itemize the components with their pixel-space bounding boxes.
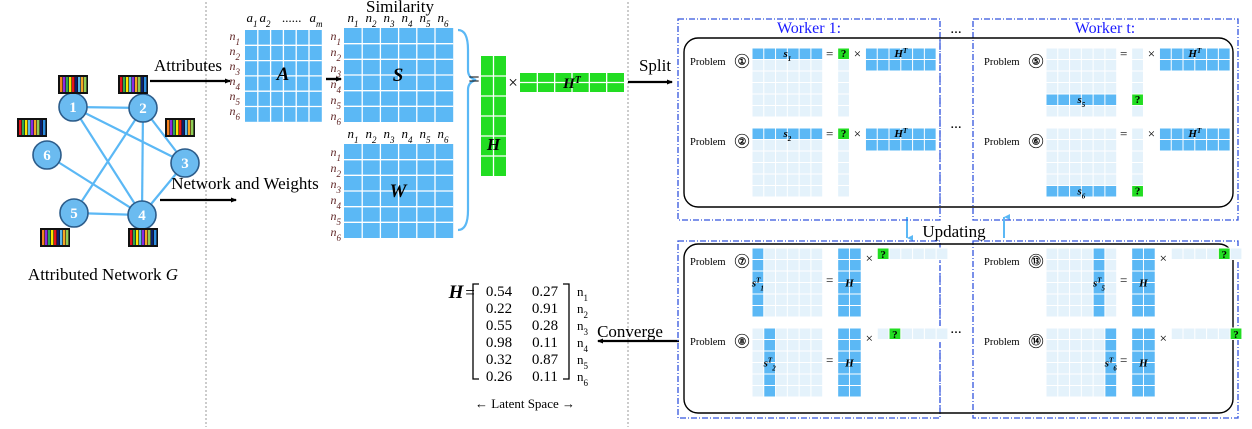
svg-text:0.22: 0.22: [486, 301, 512, 317]
svg-text:0.11: 0.11: [532, 369, 558, 385]
svg-text:Problem: Problem: [690, 137, 726, 148]
svg-text:......: ......: [282, 10, 302, 25]
svg-text:a2: a2: [260, 10, 272, 29]
svg-text:=: =: [826, 46, 833, 61]
svg-text:⑥: ⑥: [1032, 136, 1041, 147]
svg-text:×: ×: [866, 251, 873, 266]
svg-text:H: H: [844, 358, 854, 370]
svg-text:Problem: Problem: [984, 257, 1020, 268]
svg-text:0.26: 0.26: [486, 369, 513, 385]
svg-text:?: ?: [892, 329, 898, 341]
svg-text:?: ?: [880, 249, 886, 261]
svg-text:×: ×: [1148, 46, 1155, 61]
svg-text:4: 4: [138, 208, 146, 224]
svg-text:⑧: ⑧: [738, 336, 747, 347]
svg-text:×: ×: [1160, 331, 1167, 346]
svg-text:×: ×: [854, 46, 861, 61]
svg-text:0.32: 0.32: [486, 352, 512, 368]
svg-text:?: ?: [1233, 329, 1239, 341]
svg-text:A: A: [276, 64, 290, 85]
svg-text:0.11: 0.11: [532, 335, 558, 351]
svg-text:×: ×: [1160, 251, 1167, 266]
svg-text:Attributes: Attributes: [154, 56, 222, 75]
svg-text:Converge: Converge: [597, 322, 663, 341]
svg-text:Problem: Problem: [690, 337, 726, 348]
svg-text:?: ?: [1135, 186, 1141, 198]
svg-text:n3: n3: [384, 126, 396, 145]
svg-text:=: =: [1120, 273, 1127, 288]
svg-text:H: H: [844, 278, 854, 290]
svg-text:×: ×: [854, 126, 861, 141]
svg-text:2: 2: [139, 101, 147, 117]
svg-text:?: ?: [841, 48, 847, 60]
svg-text:0.91: 0.91: [532, 301, 558, 317]
svg-text:5: 5: [70, 206, 78, 222]
svg-text:Network and Weights: Network and Weights: [171, 174, 319, 193]
svg-text:⑤: ⑤: [1032, 56, 1041, 67]
svg-text:S: S: [393, 65, 404, 86]
svg-text:0.55: 0.55: [486, 318, 512, 334]
svg-text:Problem: Problem: [984, 137, 1020, 148]
svg-text:⑬: ⑬: [1031, 255, 1041, 267]
svg-text:n2: n2: [366, 126, 378, 145]
svg-text:Problem: Problem: [984, 337, 1020, 348]
svg-text:n6: n6: [331, 109, 342, 127]
svg-text:Updating: Updating: [922, 222, 986, 241]
svg-text:0.87: 0.87: [532, 352, 559, 368]
svg-text:?: ?: [841, 128, 847, 140]
svg-text:②: ②: [738, 136, 747, 147]
svg-text:...: ...: [950, 321, 961, 337]
svg-text:Worker t:: Worker t:: [1075, 20, 1135, 37]
svg-text:6: 6: [43, 148, 51, 164]
svg-text:Problem: Problem: [984, 57, 1020, 68]
svg-text:n5: n5: [420, 126, 432, 145]
svg-text:=: =: [1120, 46, 1127, 61]
svg-text:n6: n6: [438, 10, 450, 29]
svg-text:=: =: [826, 273, 833, 288]
svg-text:Split: Split: [639, 56, 671, 75]
svg-text:=: =: [826, 126, 833, 141]
svg-text:?: ?: [1135, 94, 1141, 106]
svg-text:⑦: ⑦: [738, 256, 747, 267]
svg-text:n6: n6: [577, 369, 589, 388]
svg-text:=: =: [826, 353, 833, 368]
svg-text:H: H: [448, 282, 465, 303]
svg-text:×: ×: [1148, 126, 1155, 141]
svg-text:?: ?: [1222, 249, 1228, 261]
svg-text:H: H: [1138, 358, 1148, 370]
svg-text:am: am: [310, 10, 324, 29]
svg-text:×: ×: [508, 73, 518, 92]
svg-text:×: ×: [866, 331, 873, 346]
svg-text:Problem: Problem: [690, 57, 726, 68]
svg-text:n4: n4: [402, 126, 414, 145]
svg-text:3: 3: [181, 156, 189, 172]
svg-text:n1: n1: [348, 126, 359, 145]
svg-text:=: =: [1120, 126, 1127, 141]
svg-text:H: H: [486, 135, 501, 154]
svg-text:...: ...: [950, 116, 961, 132]
svg-text:n6: n6: [331, 225, 342, 243]
svg-text:← Latent Space →: ← Latent Space →: [475, 396, 575, 411]
svg-text:W: W: [390, 181, 408, 202]
svg-text:=: =: [1120, 353, 1127, 368]
svg-text:0.98: 0.98: [486, 335, 512, 351]
svg-text:n1: n1: [348, 10, 359, 29]
svg-text:...: ...: [950, 21, 961, 37]
svg-text:Worker 1:: Worker 1:: [777, 20, 841, 37]
svg-text:H: H: [1138, 278, 1148, 290]
svg-text:0.54: 0.54: [486, 284, 513, 300]
svg-text:0.28: 0.28: [532, 318, 558, 334]
svg-text:n6: n6: [438, 126, 450, 145]
svg-text:Attributed Network G: Attributed Network G: [28, 265, 178, 284]
svg-text:0.27: 0.27: [532, 284, 559, 300]
svg-text:①: ①: [738, 56, 747, 67]
svg-text:=: =: [468, 69, 479, 91]
svg-text:Problem: Problem: [690, 257, 726, 268]
svg-text:1: 1: [69, 100, 77, 116]
svg-text:⑭: ⑭: [1031, 335, 1041, 347]
svg-text:a1: a1: [247, 10, 258, 29]
